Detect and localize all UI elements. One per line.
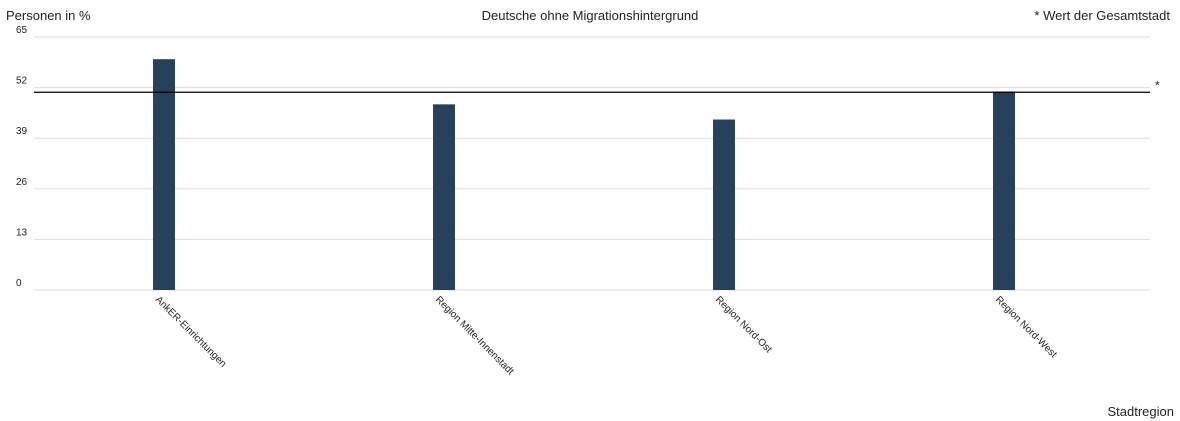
grid-lines [34,36,1150,291]
bar [153,59,175,290]
bar [713,119,735,290]
x-tick-label: Region Nord-Ost [713,294,774,355]
x-tick-label: Region Nord-West [993,294,1059,360]
y-tick-label: 39 [16,126,28,137]
y-tick-label: 65 [16,25,28,36]
x-axis-label: Stadtregion [1107,404,1175,419]
y-tick-labels: 0 13 26 39 52 65 [16,25,28,289]
y-tick-label: 26 [16,177,28,188]
x-tick-labels: AnkER-Einrichtungen Region Mitte-Innensta… [153,294,1059,377]
y-tick-label: 52 [16,76,28,87]
bar [993,91,1015,290]
x-tick-label: AnkER-Einrichtungen [153,294,228,369]
bars [153,59,1015,291]
x-tick-label: Region Mitte-Innenstadt [433,294,516,377]
y-tick-label: 0 [16,278,22,289]
chart-title: Deutsche ohne Migrationshintergrund [481,8,699,23]
y-axis-label: Personen in % [6,8,91,23]
reference-line-group: * [34,78,1160,93]
reference-marker: * [1155,78,1160,92]
y-tick-label: 13 [16,227,28,238]
bar [433,104,455,291]
reference-note: * Wert der Gesamtstadt [1034,8,1170,23]
